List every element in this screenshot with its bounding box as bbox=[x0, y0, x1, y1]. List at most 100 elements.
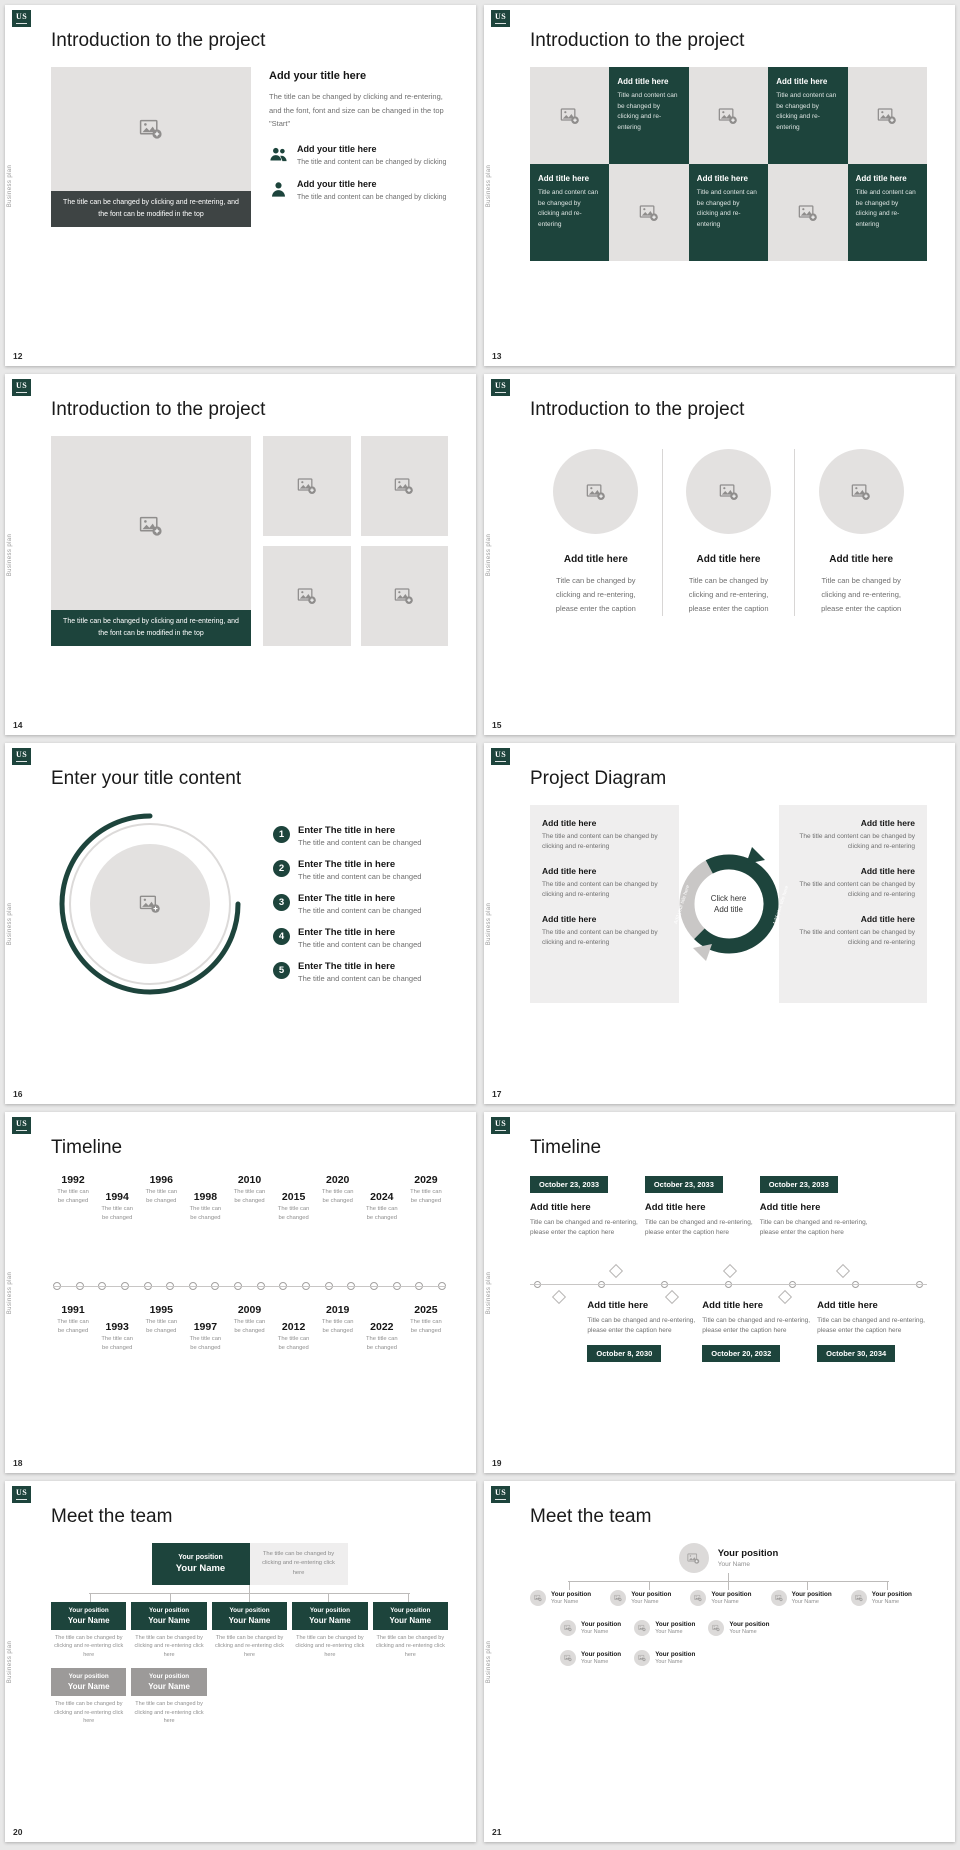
connector-line bbox=[169, 1593, 171, 1602]
numbered-item: 5 Enter The title in here The title and c… bbox=[273, 961, 448, 983]
avatar bbox=[634, 1650, 651, 1666]
cell-title: Add title here bbox=[617, 77, 669, 86]
slide-title: Enter your title content bbox=[51, 768, 242, 789]
timeline-entry: Add title here Title can be changed and … bbox=[702, 1300, 812, 1362]
image-placeholder-icon bbox=[139, 893, 161, 915]
timeline-year: 1995 bbox=[149, 1304, 173, 1316]
timeline-caption: The title can be changed bbox=[366, 1206, 398, 1221]
image-placeholder-icon bbox=[560, 106, 580, 126]
avatar bbox=[634, 1620, 651, 1636]
image-placeholder-icon bbox=[694, 1594, 702, 1602]
number-badge: 5 bbox=[273, 962, 290, 979]
image-placeholder bbox=[263, 546, 351, 646]
slide-18-thumbnail[interactable]: US Business plan 18 Timeline 1992 The tit… bbox=[5, 1112, 476, 1473]
timeline-entry: 2020 The title can be changed bbox=[316, 1174, 360, 1222]
entry-body: Title can be changed and re-entering, pl… bbox=[530, 1219, 638, 1237]
timeline-entry: October 23, 2033 Add title here Title ca… bbox=[644, 1174, 755, 1239]
member-name: Your Name bbox=[631, 1599, 659, 1605]
timeline-year: 2009 bbox=[237, 1304, 262, 1316]
member-position: Your position bbox=[717, 1548, 779, 1559]
member-name: Your Name bbox=[871, 1599, 900, 1605]
slide-title: Project Diagram bbox=[530, 768, 667, 789]
timeline-year: 1991 bbox=[61, 1304, 85, 1316]
slide-14-thumbnail[interactable]: US Business plan 14 Introduction to the … bbox=[5, 374, 476, 735]
member-text: Your position Your Name bbox=[711, 1591, 751, 1605]
member-name: Your Name bbox=[148, 1615, 190, 1625]
slide-20-thumbnail[interactable]: US Business plan 20 Meet the team Your p… bbox=[5, 1481, 476, 1842]
brand-logo: US bbox=[491, 379, 511, 396]
avatar bbox=[770, 1590, 787, 1606]
slide-17-thumbnail[interactable]: US Business plan 17 Project Diagram Add … bbox=[484, 743, 955, 1104]
image-block: The title can be changed by clicking and… bbox=[51, 436, 251, 646]
timeline-entry: 2012 The title can be changed bbox=[272, 1304, 316, 1352]
brand-logo-rule bbox=[495, 392, 507, 393]
numbered-item-text: Enter The title in here The title and con… bbox=[298, 927, 421, 949]
timeline-caption: The title can be changed bbox=[57, 1189, 89, 1204]
slide-content: Meet the team Your position Your Name bbox=[484, 1481, 955, 1842]
numbered-list: 1 Enter The title in here The title and c… bbox=[273, 825, 448, 983]
text-column: Add your title here The title can be cha… bbox=[269, 67, 448, 227]
slide-13-thumbnail[interactable]: US Business plan 13 Introduction to the … bbox=[484, 5, 955, 366]
image-placeholder-circle bbox=[818, 449, 904, 534]
timeline-caption: The title can be changed bbox=[145, 1189, 178, 1204]
connector-line bbox=[328, 1593, 330, 1602]
slide-number: 12 bbox=[13, 351, 23, 361]
column-item: Add title here Title can be changed by c… bbox=[530, 449, 662, 616]
org-member: Your position Your Name bbox=[560, 1650, 630, 1666]
date-badge: October 23, 2033 bbox=[530, 1176, 609, 1193]
entry-title: Add title here bbox=[587, 1300, 649, 1311]
timeline: October 23, 2033 Add title here Title ca… bbox=[530, 1174, 927, 1404]
brand-logo-rule bbox=[16, 23, 28, 24]
slide-12-thumbnail[interactable]: US Business plan 12 Introduction to the … bbox=[5, 5, 476, 366]
slide-content: Project Diagram Add title here The title … bbox=[484, 743, 955, 1104]
org-member: Your position Your Name bbox=[560, 1620, 630, 1636]
avatar bbox=[610, 1590, 627, 1606]
numbered-item-text: Enter The title in here The title and con… bbox=[298, 961, 421, 983]
timeline-caption: The title can be changed bbox=[145, 1319, 178, 1334]
slide-16-thumbnail[interactable]: US Business plan 16 Enter your title con… bbox=[5, 743, 476, 1104]
timeline-entry: 1996 The title can be changed bbox=[139, 1174, 183, 1222]
slide-21-thumbnail[interactable]: US Business plan 21 Meet the team Your p… bbox=[484, 1481, 955, 1842]
cell-body: Title and content can be changed by clic… bbox=[855, 189, 916, 229]
slide-title: Introduction to the project bbox=[530, 399, 745, 420]
slide-15-thumbnail[interactable]: US Business plan 15 Introduction to the … bbox=[484, 374, 955, 735]
org-member: Your position Your Name The title can be c… bbox=[372, 1601, 448, 1660]
timeline-caption: The title can be changed bbox=[321, 1319, 354, 1334]
image-placeholder bbox=[51, 67, 251, 191]
timeline-caption: The title can be changed bbox=[189, 1336, 222, 1351]
connector-line bbox=[648, 1582, 650, 1590]
date-badge: October 30, 2034 bbox=[817, 1344, 896, 1362]
image-placeholder-icon bbox=[798, 203, 818, 223]
org-member: Your position Your Name The title can be c… bbox=[211, 1601, 288, 1660]
item-title: Add title here bbox=[860, 913, 915, 924]
member-position: Your position bbox=[178, 1553, 223, 1561]
member-position: Your position bbox=[390, 1606, 431, 1614]
feature-item: Add your title here The title and conten… bbox=[269, 144, 448, 168]
image-placeholder-icon bbox=[564, 1624, 572, 1632]
brand-logo: US bbox=[12, 1117, 32, 1134]
brand-logo-rule bbox=[495, 1130, 507, 1131]
timeline-top-row: October 23, 2033 Add title here Title ca… bbox=[530, 1174, 927, 1239]
member-box: Your position Your Name bbox=[51, 1601, 127, 1630]
image-placeholder-icon bbox=[719, 482, 739, 502]
slide-content: Enter your title content 1 Enter The tit… bbox=[5, 743, 476, 1104]
item-body: The title and content can be changed by … bbox=[542, 880, 658, 899]
org-member: Your position Your Name bbox=[850, 1590, 927, 1606]
member-text: Your position Your Name bbox=[872, 1591, 912, 1605]
entry-title: Add title here bbox=[530, 1202, 591, 1213]
slide-content: Introduction to the project Add title he… bbox=[484, 374, 955, 735]
timeline-tag bbox=[609, 1263, 624, 1279]
member-position: Your position bbox=[871, 1591, 912, 1598]
image-grid bbox=[263, 436, 448, 646]
slide-19-thumbnail[interactable]: US Business plan 19 Timeline October 23,… bbox=[484, 1112, 955, 1473]
org-member: Your position Your Name The title can be c… bbox=[51, 1668, 127, 1726]
member-name: Your Name bbox=[309, 1615, 351, 1625]
timeline-entry: 2019 The title can be changed bbox=[316, 1304, 360, 1352]
org-root-text: Your position Your Name bbox=[718, 1548, 779, 1568]
member-name: Your Name bbox=[175, 1562, 226, 1574]
member-box: Your position Your Name bbox=[131, 1668, 207, 1697]
image-placeholder-icon bbox=[394, 476, 414, 496]
block-body: The title can be changed by clicking and… bbox=[269, 92, 444, 128]
timeline-year: 1994 bbox=[105, 1191, 129, 1203]
brand-logo: US bbox=[12, 10, 32, 27]
